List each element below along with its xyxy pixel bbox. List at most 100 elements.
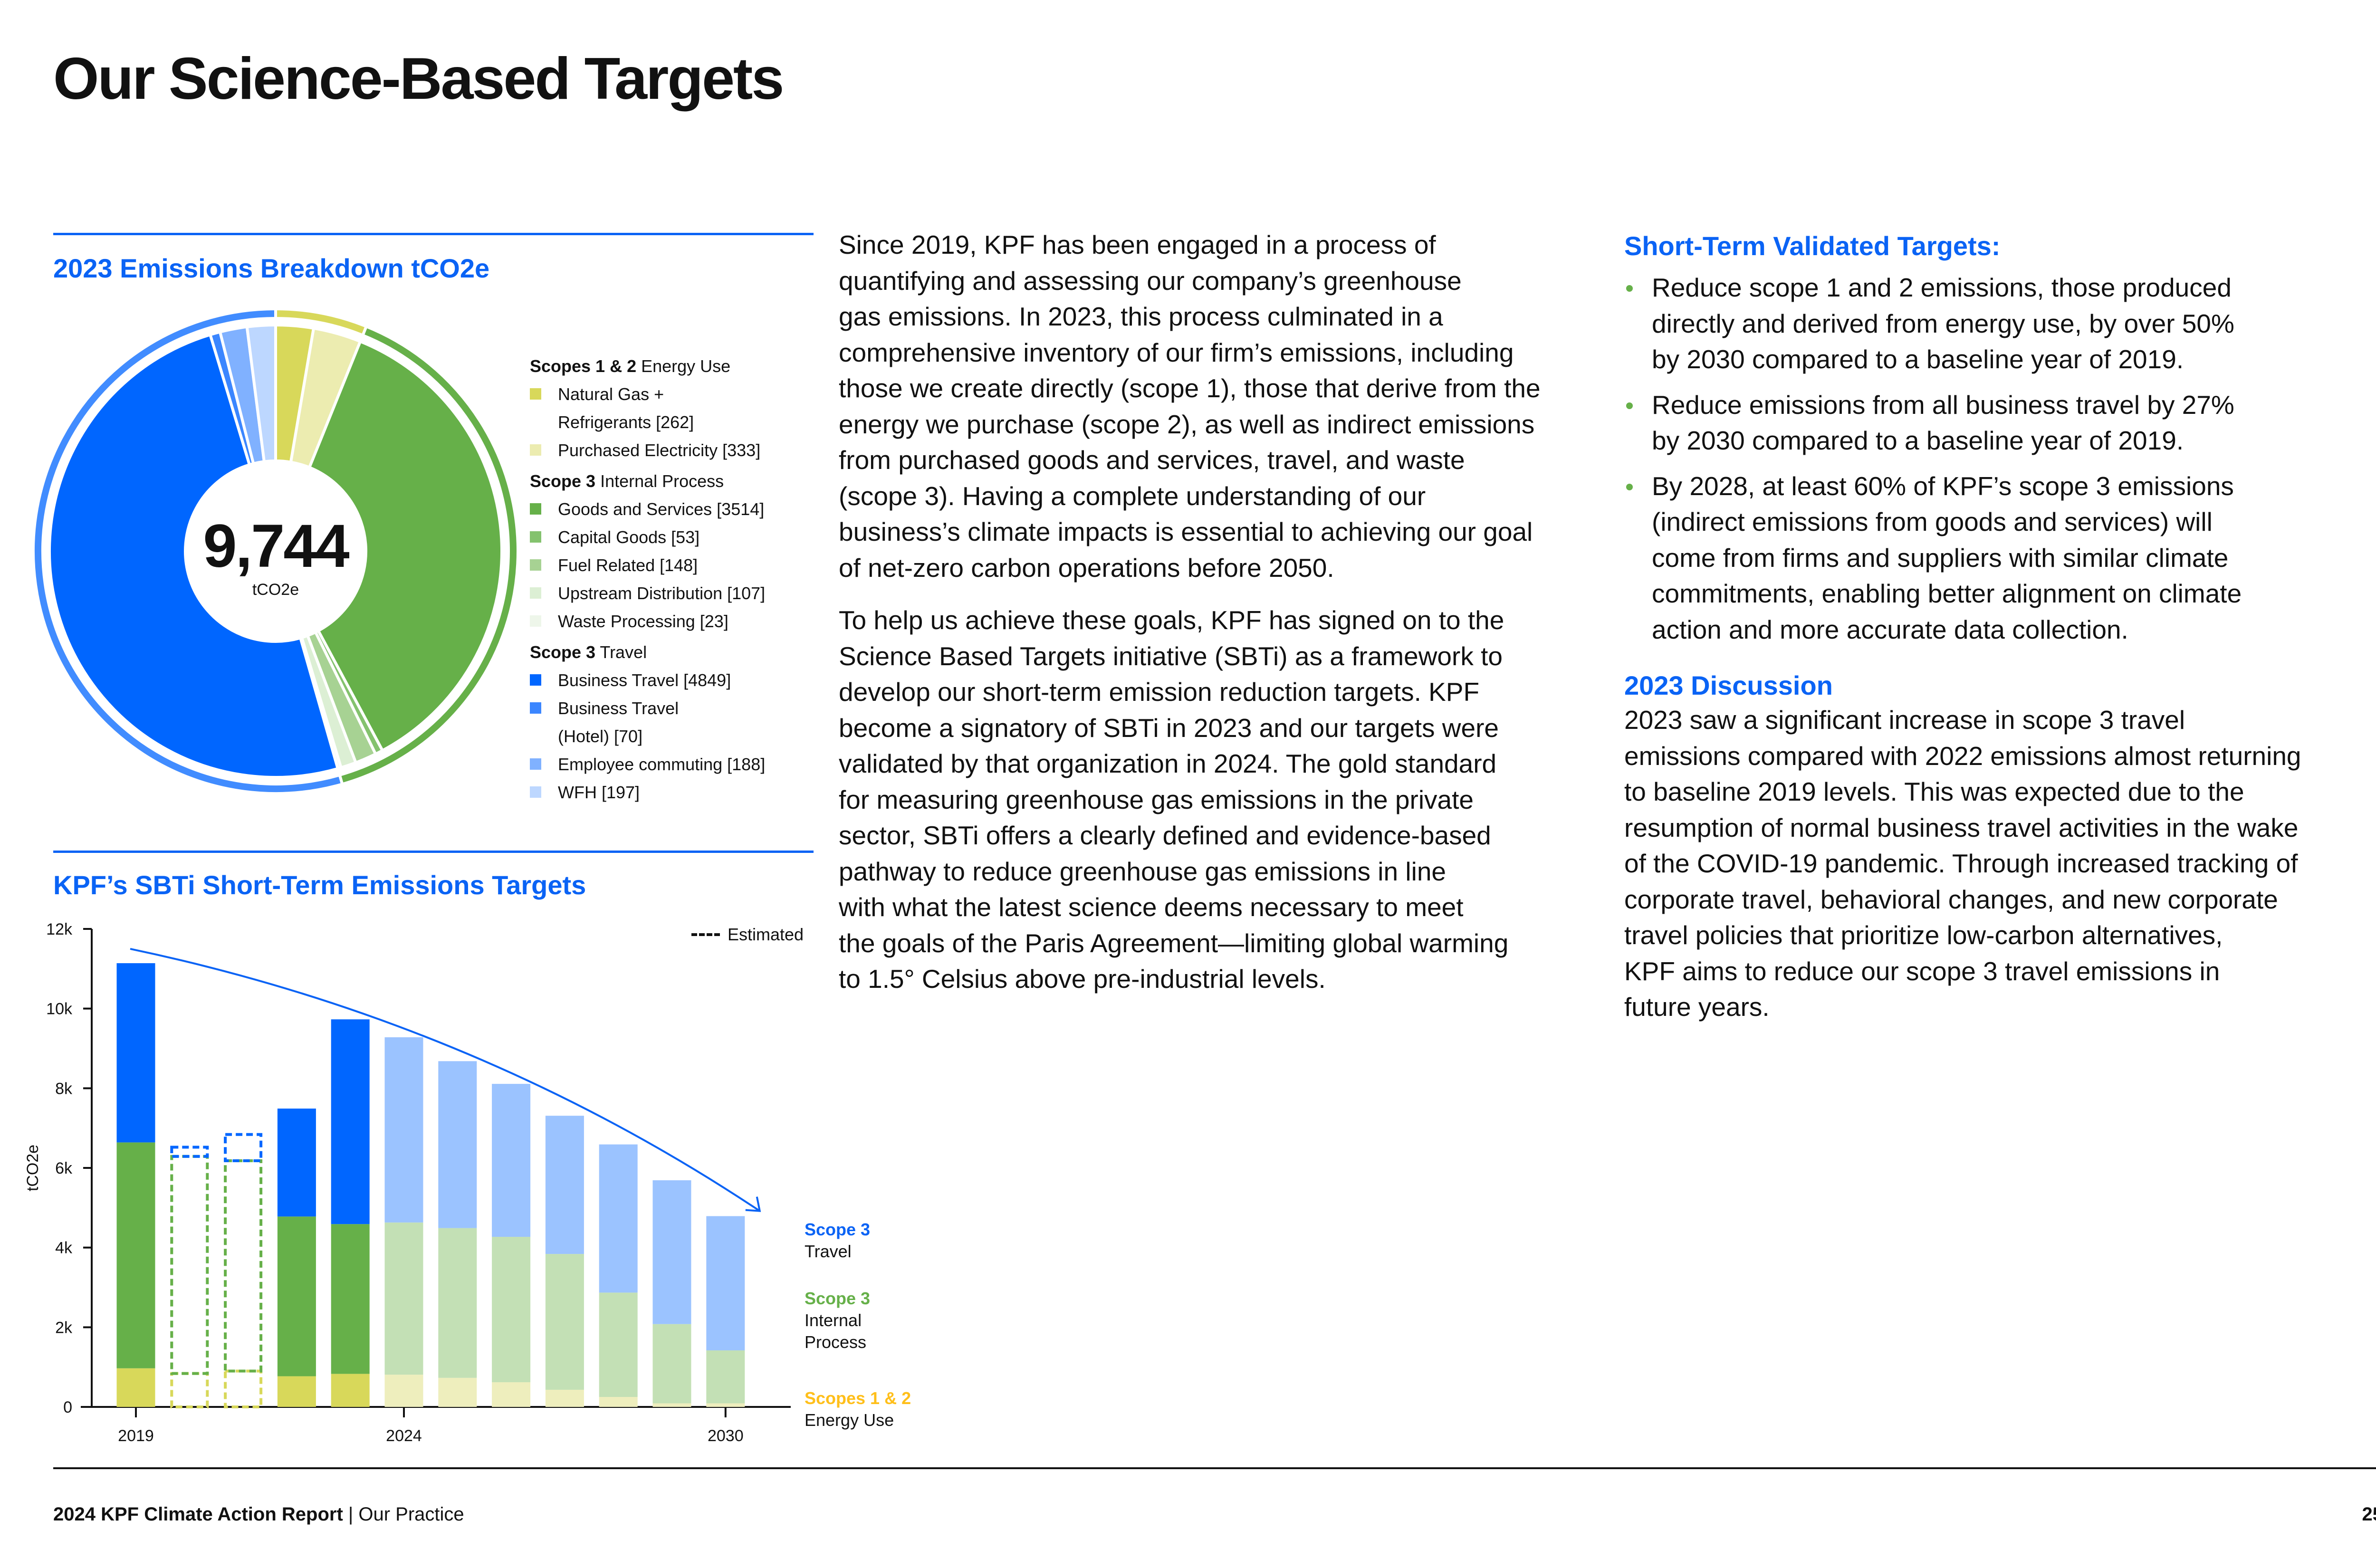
text-line: from purchased goods and services, trave… bbox=[839, 445, 1465, 475]
target-bullet: Reduce scope 1 and 2 emissions, those pr… bbox=[1624, 270, 2242, 378]
text-line: Reduce scope 1 and 2 emissions, those pr… bbox=[1652, 273, 2232, 302]
series-label-text: Internal bbox=[805, 1310, 862, 1330]
text-line: develop our short-term emission reductio… bbox=[839, 677, 1480, 707]
text-line: validated by that organization in 2024. … bbox=[839, 749, 1497, 778]
section-name: Our Practice bbox=[358, 1504, 464, 1525]
text-line: business’s climate impacts is essential … bbox=[839, 517, 1533, 546]
y-tick-label: 8k bbox=[55, 1080, 73, 1098]
legend-swatch bbox=[530, 559, 541, 571]
bar-segment bbox=[599, 1144, 638, 1293]
bullet-icon bbox=[1626, 285, 1633, 292]
legend-label: Natural Gas + Refrigerants [262] bbox=[558, 384, 694, 432]
bar-segment bbox=[706, 1350, 745, 1404]
text-line: to baseline 2019 levels. This was expect… bbox=[1624, 777, 2244, 806]
text-line: come from firms and suppliers with simil… bbox=[1652, 543, 2229, 573]
legend-label: Capital Goods [53] bbox=[558, 527, 700, 547]
donut-unit: tCO2e bbox=[252, 581, 299, 599]
y-axis-label: tCO2e bbox=[24, 1145, 42, 1191]
text-line: action and more accurate data collection… bbox=[1652, 614, 2128, 644]
text-line: quantifying and assessing our company’s … bbox=[839, 266, 1462, 296]
y-tick-label: 6k bbox=[55, 1159, 73, 1177]
legend-group-title: Scope 3 Travel bbox=[530, 642, 647, 662]
text-line: emissions compared with 2022 emissions a… bbox=[1624, 741, 2301, 771]
emissions-donut-chart bbox=[32, 307, 519, 795]
legend-item: Upstream Distribution [107] bbox=[530, 579, 765, 607]
legend-label: Fuel Related [148] bbox=[558, 555, 698, 575]
emissions-targets-bar-chart: 0 2k 4k 6k 8k 10k 12k 2019 2024 2030 tCO2e bbox=[24, 920, 791, 1445]
bar-segment bbox=[384, 1037, 423, 1223]
bar-segment bbox=[331, 1019, 370, 1224]
legend-item: Waste Processing [23] bbox=[530, 607, 765, 635]
bar-segment bbox=[599, 1292, 638, 1397]
estimated-legend: Estimated bbox=[691, 925, 804, 945]
sbti-paragraph: To help us achieve these goals, KPF has … bbox=[839, 602, 1508, 997]
legend-swatch bbox=[530, 615, 541, 627]
text-line: become a signatory of SBTi in 2023 and o… bbox=[839, 713, 1499, 743]
series-label: Scopes 1 & 2 Energy Use bbox=[805, 1387, 911, 1431]
series-label-title: Scope 3 bbox=[805, 1220, 871, 1239]
bullet-icon bbox=[1626, 483, 1633, 490]
legend-swatch bbox=[530, 758, 541, 770]
series-label-text: Process bbox=[805, 1332, 867, 1352]
estimated-legend-label: Estimated bbox=[728, 925, 804, 944]
series-label-text: Energy Use bbox=[805, 1410, 894, 1430]
section-divider bbox=[53, 851, 814, 853]
legend-swatch bbox=[530, 587, 541, 599]
legend-label: Business Travel [4849] bbox=[558, 670, 731, 690]
bar-segment bbox=[277, 1109, 316, 1217]
bar-segment bbox=[545, 1254, 584, 1390]
text-line: travel policies that prioritize low-carb… bbox=[1624, 920, 2223, 950]
text-line: those we create directly (scope 1), thos… bbox=[839, 373, 1541, 403]
legend-label: Goods and Services [3514] bbox=[558, 499, 765, 519]
legend-label: Employee commuting [188] bbox=[558, 755, 766, 774]
estimated-bar-segment bbox=[224, 1133, 263, 1162]
legend-item: WFH [197] bbox=[530, 778, 765, 806]
text-line: with what the latest science deems neces… bbox=[839, 892, 1464, 922]
targets-heading: Short-Term Validated Targets: bbox=[1624, 231, 2001, 261]
bar-segment bbox=[116, 1142, 155, 1368]
bar-segment bbox=[706, 1216, 745, 1350]
legend-swatch bbox=[530, 702, 541, 714]
donut-slice bbox=[245, 323, 277, 463]
bar-segment bbox=[116, 963, 155, 1143]
text-line: future years. bbox=[1624, 992, 1770, 1022]
bar-segment bbox=[492, 1382, 531, 1407]
bar-segment bbox=[384, 1375, 423, 1407]
legend-swatch bbox=[530, 444, 541, 456]
bar-segment bbox=[331, 1224, 370, 1374]
discussion-heading: 2023 Discussion bbox=[1624, 670, 1833, 700]
bullet-icon bbox=[1626, 402, 1633, 409]
text-line: pathway to reduce greenhouse gas emissio… bbox=[839, 856, 1446, 886]
text-line: for measuring greenhouse gas emissions i… bbox=[839, 784, 1474, 814]
text-line: gas emissions. In 2023, this process cul… bbox=[839, 302, 1443, 331]
target-bullet: By 2028, at least 60% of KPF’s scope 3 e… bbox=[1624, 468, 2242, 648]
bar-segment bbox=[438, 1377, 477, 1407]
estimated-bar-segment bbox=[170, 1155, 209, 1375]
text-line: energy we purchase (scope 2), as well as… bbox=[839, 409, 1535, 439]
bar-segment bbox=[384, 1222, 423, 1375]
targets-list: Reduce scope 1 and 2 emissions, those pr… bbox=[1624, 270, 2242, 657]
bar-segment bbox=[652, 1180, 691, 1324]
bar-segment bbox=[492, 1084, 531, 1237]
legend-item: Fuel Related [148] bbox=[530, 551, 765, 579]
y-tick-label: 4k bbox=[55, 1239, 73, 1257]
text-line: Since 2019, KPF has been engaged in a pr… bbox=[839, 230, 1436, 259]
text-line: By 2028, at least 60% of KPF’s scope 3 e… bbox=[1652, 471, 2234, 501]
donut-slice bbox=[48, 333, 340, 779]
bar-segment bbox=[706, 1403, 745, 1407]
text-line: KPF aims to reduce our scope 3 travel em… bbox=[1624, 956, 2220, 986]
legend-item: Goods and Services [3514] bbox=[530, 495, 765, 523]
bar-segment bbox=[599, 1397, 638, 1407]
legend-item: Natural Gas + Refrigerants [262] bbox=[530, 380, 765, 436]
text-line: of the COVID-19 pandemic. Through increa… bbox=[1624, 849, 2298, 878]
text-line: by 2030 compared to a baseline year of 2… bbox=[1652, 344, 2184, 374]
text-line: the goals of the Paris Agreement—limitin… bbox=[839, 928, 1509, 958]
donut-total: 9,744 bbox=[203, 512, 349, 580]
text-line: Science Based Targets initiative (SBTi) … bbox=[839, 641, 1503, 671]
bar-segment bbox=[277, 1376, 316, 1407]
bar-segment bbox=[116, 1368, 155, 1407]
legend-label: Purchased Electricity [333] bbox=[558, 440, 761, 460]
estimated-bar-segment bbox=[170, 1372, 209, 1409]
series-label: Scope 3 Internal Process bbox=[805, 1288, 870, 1353]
donut-legend: Scopes 1 & 2 Energy Use Natural Gas + Ref… bbox=[530, 349, 765, 806]
